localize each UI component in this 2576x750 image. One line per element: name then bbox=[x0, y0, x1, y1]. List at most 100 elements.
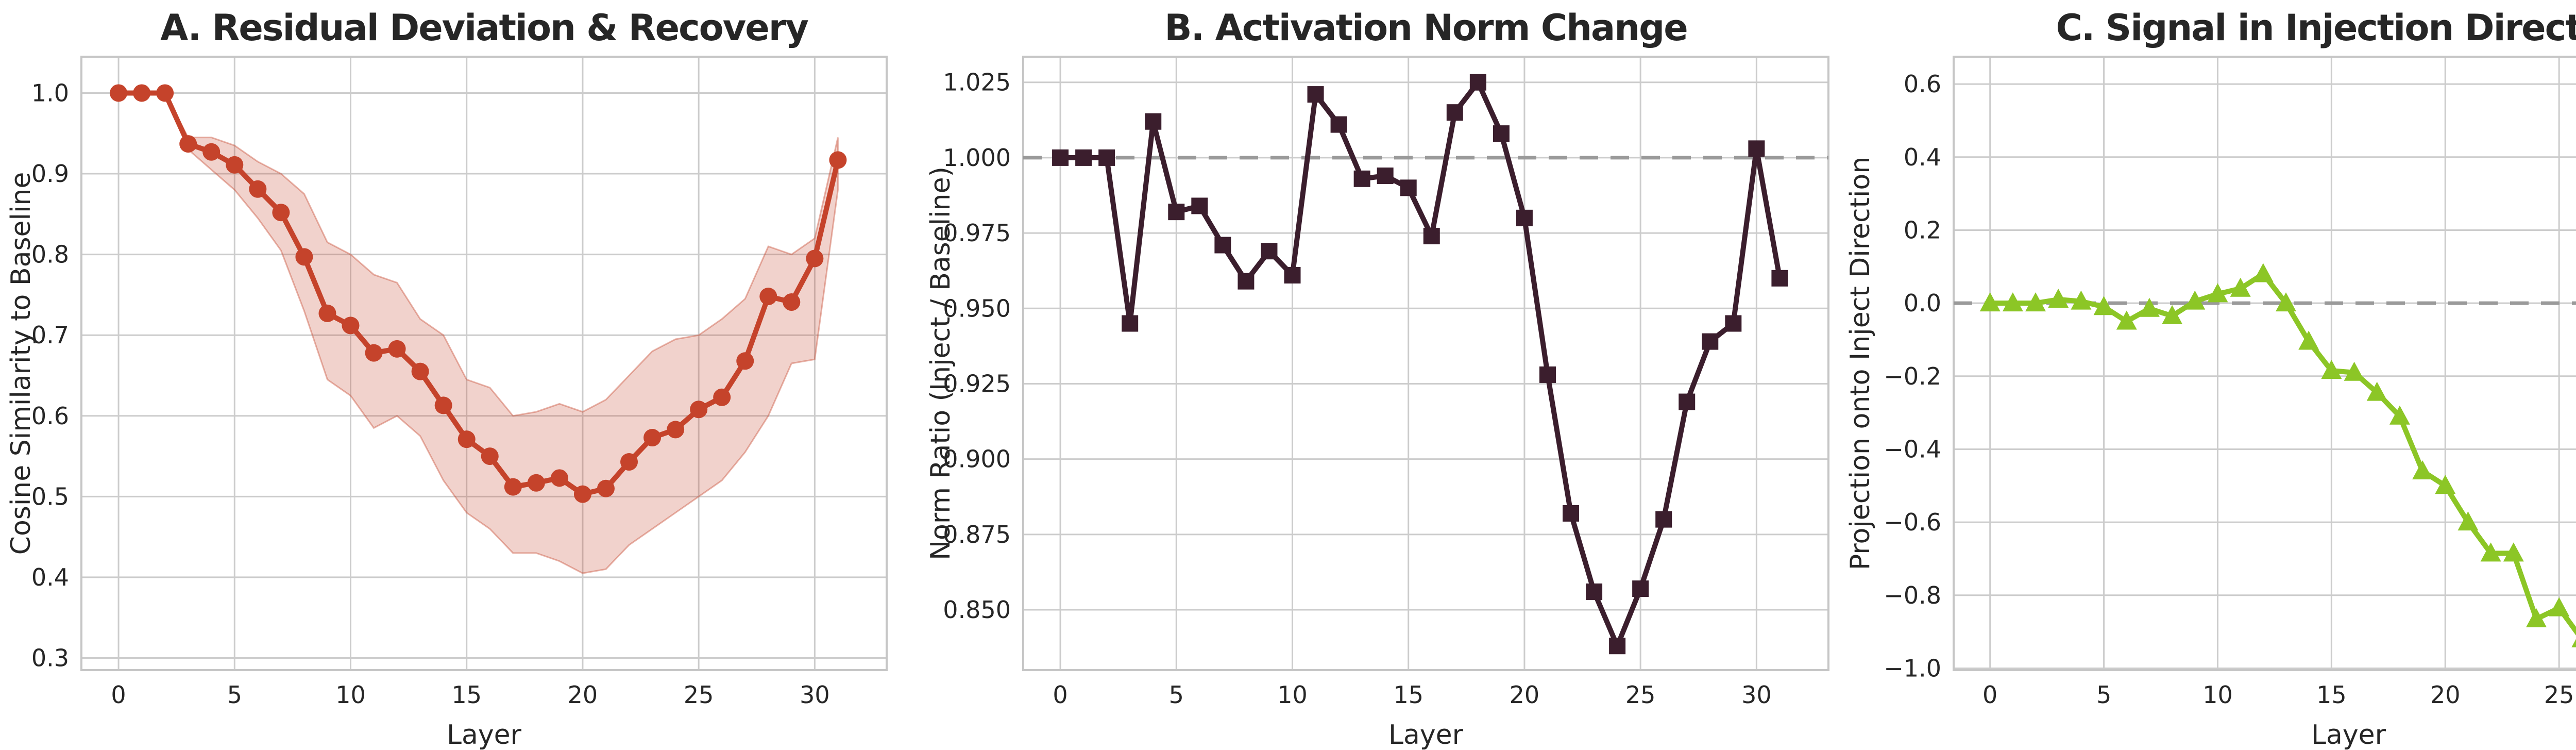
data-point-marker bbox=[2184, 290, 2206, 310]
y-tick-label: 0.850 bbox=[943, 596, 1011, 624]
x-tick-label: 15 bbox=[1393, 681, 1423, 709]
data-point-marker bbox=[2571, 639, 2576, 647]
data-point-marker bbox=[1423, 227, 1440, 244]
y-tick-label: 0.4 bbox=[1904, 143, 1941, 171]
data-point-marker bbox=[1609, 638, 1626, 655]
data-point-marker bbox=[2048, 289, 2069, 308]
data-line bbox=[1058, 79, 1783, 649]
chart-activation-norm-canvas: B. Activation Norm Change Norm Ratio (In… bbox=[925, 7, 1829, 750]
data-point-marker bbox=[110, 84, 128, 102]
x-tick-label: 5 bbox=[2096, 681, 2111, 709]
chart-residual-deviation-y-axis-label: Cosine Similarity to Baseline bbox=[6, 172, 37, 555]
y-tick-label: 0.7 bbox=[31, 321, 69, 349]
data-point-marker bbox=[2344, 361, 2365, 381]
data-point-marker bbox=[2276, 292, 2297, 312]
x-tick-label: 5 bbox=[1169, 681, 1184, 709]
chart-injection-signal-y-axis-label: Projection onto Inject Direction bbox=[1845, 157, 1876, 570]
x-tick-label: 25 bbox=[2544, 681, 2574, 709]
chart-residual-deviation-title: A. Residual Deviation & Recovery bbox=[160, 7, 808, 49]
data-point-marker bbox=[783, 293, 801, 311]
y-tick-label: 1.025 bbox=[943, 69, 1011, 96]
y-tick-label: 1.000 bbox=[943, 144, 1011, 172]
panel-injection-signal: C. Signal in Injection Direction Project… bbox=[1839, 0, 2576, 750]
data-point-marker bbox=[1725, 315, 1742, 332]
data-point-marker bbox=[365, 344, 383, 362]
data-point-marker bbox=[1539, 366, 1556, 383]
data-point-marker bbox=[690, 401, 708, 419]
x-tick-label: 0 bbox=[1053, 681, 1067, 709]
data-point-marker bbox=[1563, 505, 1580, 522]
data-point-marker bbox=[179, 135, 197, 153]
data-point-marker bbox=[1516, 209, 1533, 226]
y-tick-label: −0.2 bbox=[1884, 362, 1941, 390]
data-point-marker bbox=[434, 396, 452, 414]
x-tick-label: 15 bbox=[451, 681, 482, 709]
data-point-marker bbox=[2207, 283, 2228, 303]
data-point-marker bbox=[1284, 266, 1301, 284]
y-tick-label: 0.900 bbox=[943, 445, 1011, 473]
data-point-marker bbox=[2549, 597, 2570, 616]
x-tick-label: 25 bbox=[684, 681, 714, 709]
y-tick-label: 1.0 bbox=[31, 79, 69, 107]
y-tick-label: 0.2 bbox=[1904, 216, 1941, 244]
x-tick-label: 10 bbox=[2202, 681, 2233, 709]
plot-border bbox=[1953, 56, 2576, 671]
data-point-marker bbox=[2503, 542, 2524, 562]
data-point-marker bbox=[1586, 583, 1603, 600]
data-point-marker bbox=[2389, 405, 2410, 425]
chart-residual-deviation-x-axis-label: Layer bbox=[447, 720, 522, 750]
chart-injection-signal-canvas: C. Signal in Injection Direction Project… bbox=[1845, 7, 2576, 750]
data-point-marker bbox=[1377, 167, 1394, 184]
data-point-marker bbox=[342, 316, 360, 335]
panel-residual-deviation: A. Residual Deviation & Recovery Cosine … bbox=[0, 0, 920, 750]
data-point-marker bbox=[573, 485, 591, 503]
data-point-marker bbox=[806, 249, 824, 268]
data-point-marker bbox=[2002, 292, 2023, 312]
data-point-marker bbox=[411, 362, 429, 380]
x-tick-label: 20 bbox=[568, 681, 598, 709]
data-point-marker bbox=[318, 304, 336, 322]
data-point-marker bbox=[2139, 297, 2160, 317]
y-tick-label: 0.8 bbox=[31, 241, 69, 269]
data-point-marker bbox=[2298, 330, 2319, 350]
y-tick-label: 0.925 bbox=[943, 370, 1011, 397]
data-point-marker bbox=[1400, 179, 1417, 196]
x-tick-label: 10 bbox=[1277, 681, 1308, 709]
data-point-marker bbox=[736, 352, 754, 370]
x-tick-label: 20 bbox=[2430, 681, 2461, 709]
x-tick-label: 5 bbox=[227, 681, 242, 709]
y-tick-label: 0.950 bbox=[943, 294, 1011, 322]
chart-injection-signal-title: C. Signal in Injection Direction bbox=[2056, 7, 2576, 49]
data-point-marker bbox=[1771, 270, 1788, 287]
y-tick-label: 0.975 bbox=[943, 219, 1011, 247]
data-point-marker bbox=[481, 447, 499, 465]
data-point-marker bbox=[1979, 292, 2001, 312]
data-point-marker bbox=[295, 248, 313, 266]
plot-border bbox=[1022, 56, 1829, 671]
data-point-marker bbox=[1122, 315, 1139, 332]
data-point-marker bbox=[2252, 263, 2274, 282]
data-point-marker bbox=[1702, 333, 1719, 350]
data-point-marker bbox=[1307, 86, 1324, 103]
y-tick-label: 0.4 bbox=[31, 563, 69, 591]
x-tick-label: 0 bbox=[1982, 681, 1997, 709]
chart-activation-norm-title: B. Activation Norm Change bbox=[1164, 7, 1687, 49]
data-point-marker bbox=[1168, 204, 1185, 221]
chart-injection-signal-x-axis-label: Layer bbox=[2311, 720, 2386, 750]
panel-activation-norm: B. Activation Norm Change Norm Ratio (In… bbox=[920, 0, 1839, 750]
data-point-marker bbox=[550, 469, 568, 487]
data-point-marker bbox=[1214, 237, 1231, 254]
data-point-marker bbox=[1493, 125, 1510, 142]
data-point-marker bbox=[249, 180, 267, 198]
data-point-marker bbox=[2093, 296, 2114, 315]
data-point-marker bbox=[2458, 511, 2479, 531]
data-point-marker bbox=[2071, 290, 2092, 310]
plot-border bbox=[80, 56, 888, 671]
data-point-marker bbox=[643, 429, 662, 447]
data-point-marker bbox=[1191, 197, 1208, 214]
data-point-marker bbox=[1469, 74, 1486, 91]
chart-residual-deviation-canvas: A. Residual Deviation & Recovery Cosine … bbox=[6, 7, 888, 750]
data-point-marker bbox=[1748, 140, 1765, 157]
data-point-marker bbox=[1238, 273, 1255, 290]
